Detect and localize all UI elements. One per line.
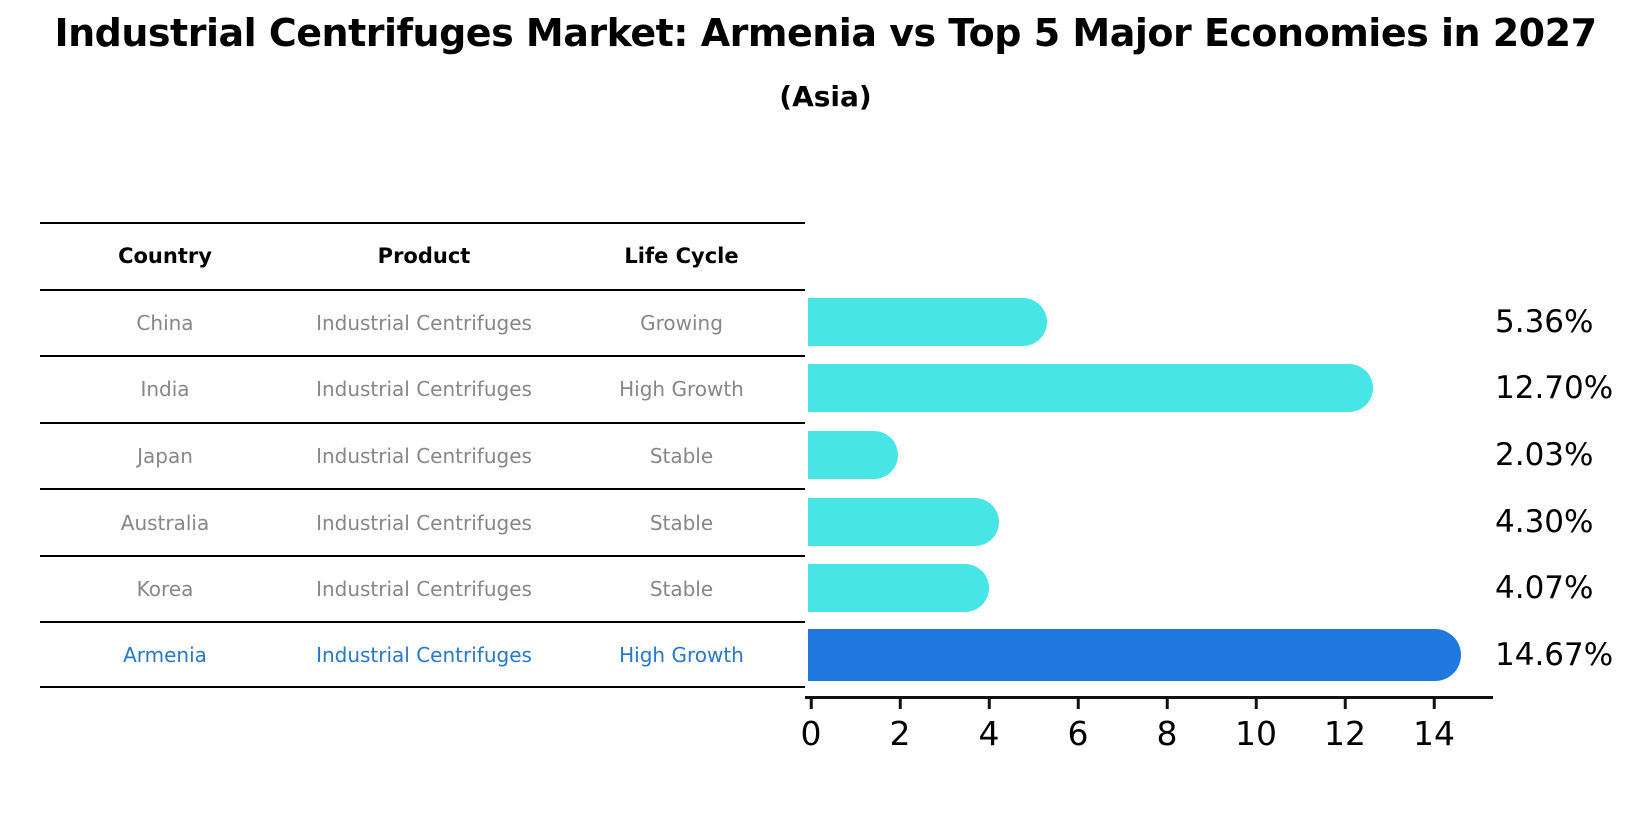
bar-armenia: [808, 628, 1461, 681]
x-axis-tick: [1343, 699, 1347, 709]
x-axis: [805, 696, 1493, 699]
table-cell-product: Industrial Centrifuges: [316, 377, 532, 402]
x-axis-tick: [1076, 699, 1080, 709]
x-axis-tick-label: 0: [800, 714, 822, 753]
bar-value-label-japan: 2.03%: [1495, 436, 1594, 473]
bar-value-label-korea: 4.07%: [1495, 570, 1594, 607]
bar-chart: 5.36% 12.70% 2.03% 4.30% 4.07% 14.67% 0 2 4 6 8 10 1…: [801, 222, 1651, 802]
table-row-japan: Japan Industrial Centrifuges Stable: [40, 421, 805, 489]
x-axis-tick-label: 10: [1235, 714, 1277, 753]
table-row-korea: Korea Industrial Centrifuges Stable: [40, 554, 805, 622]
table-row-armenia: Armenia Industrial Centrifuges High Growth: [40, 621, 805, 688]
table-cell-product: Industrial Centrifuges: [316, 510, 532, 535]
bar-china: [808, 297, 1047, 346]
x-axis-tick-label: 6: [1067, 714, 1089, 753]
bar-value-label-armenia: 14.67%: [1495, 636, 1614, 673]
table-cell-life-cycle: Stable: [649, 577, 714, 602]
table-header-product: Product: [377, 244, 471, 269]
table-cell-country: Armenia: [123, 642, 207, 667]
bar-japan: [808, 430, 899, 479]
table-cell-product: Industrial Centrifuges: [316, 443, 532, 468]
x-axis-tick: [1165, 699, 1169, 709]
table-cell-life-cycle: Growing: [640, 310, 723, 335]
table-row-australia: Australia Industrial Centrifuges Stable: [40, 488, 805, 555]
x-axis-tick: [809, 699, 813, 709]
country-product-table: Country Product Life Cycle China Industri…: [40, 222, 805, 688]
bar-value-label-australia: 4.30%: [1495, 503, 1594, 540]
x-axis-tick: [898, 699, 902, 709]
x-axis-tick-label: 8: [1156, 714, 1178, 753]
x-axis-tick-label: 14: [1413, 714, 1455, 753]
table-header-country: Country: [118, 244, 212, 269]
table-cell-country: China: [136, 310, 194, 335]
bar-korea: [808, 564, 990, 613]
table-cell-life-cycle: Stable: [649, 510, 714, 535]
table-header-life-cycle: Life Cycle: [624, 244, 739, 269]
bar-value-label-india: 12.70%: [1495, 370, 1614, 407]
bar-australia: [808, 497, 1000, 546]
table-cell-product: Industrial Centrifuges: [316, 310, 532, 335]
table-cell-life-cycle: High Growth: [619, 642, 744, 667]
table-row-india: India Industrial Centrifuges High Growth: [40, 355, 805, 422]
table-cell-product: Industrial Centrifuges: [316, 577, 532, 602]
x-axis-tick-label: 2: [889, 714, 911, 753]
bar-value-label-china: 5.36%: [1495, 303, 1594, 340]
table-cell-country: Korea: [136, 577, 194, 602]
x-axis-tick: [987, 699, 991, 709]
table-cell-country: India: [140, 377, 190, 402]
table-header-row: Country Product Life Cycle: [40, 222, 805, 289]
table-row-china: China Industrial Centrifuges Growing: [40, 288, 805, 356]
page-title: Industrial Centrifuges Market: Armenia v…: [54, 11, 1597, 55]
page-subtitle: (Asia): [779, 80, 872, 113]
x-axis-tick-label: 4: [978, 714, 1000, 753]
x-axis-tick: [1254, 699, 1258, 709]
table-cell-product: Industrial Centrifuges: [316, 642, 532, 667]
table-cell-life-cycle: Stable: [649, 443, 714, 468]
table-cell-life-cycle: High Growth: [619, 377, 744, 402]
bar-india: [808, 364, 1374, 413]
x-axis-tick: [1432, 699, 1436, 709]
x-axis-tick-label: 12: [1324, 714, 1366, 753]
table-cell-country: Japan: [137, 443, 193, 468]
table-cell-country: Australia: [120, 510, 210, 535]
